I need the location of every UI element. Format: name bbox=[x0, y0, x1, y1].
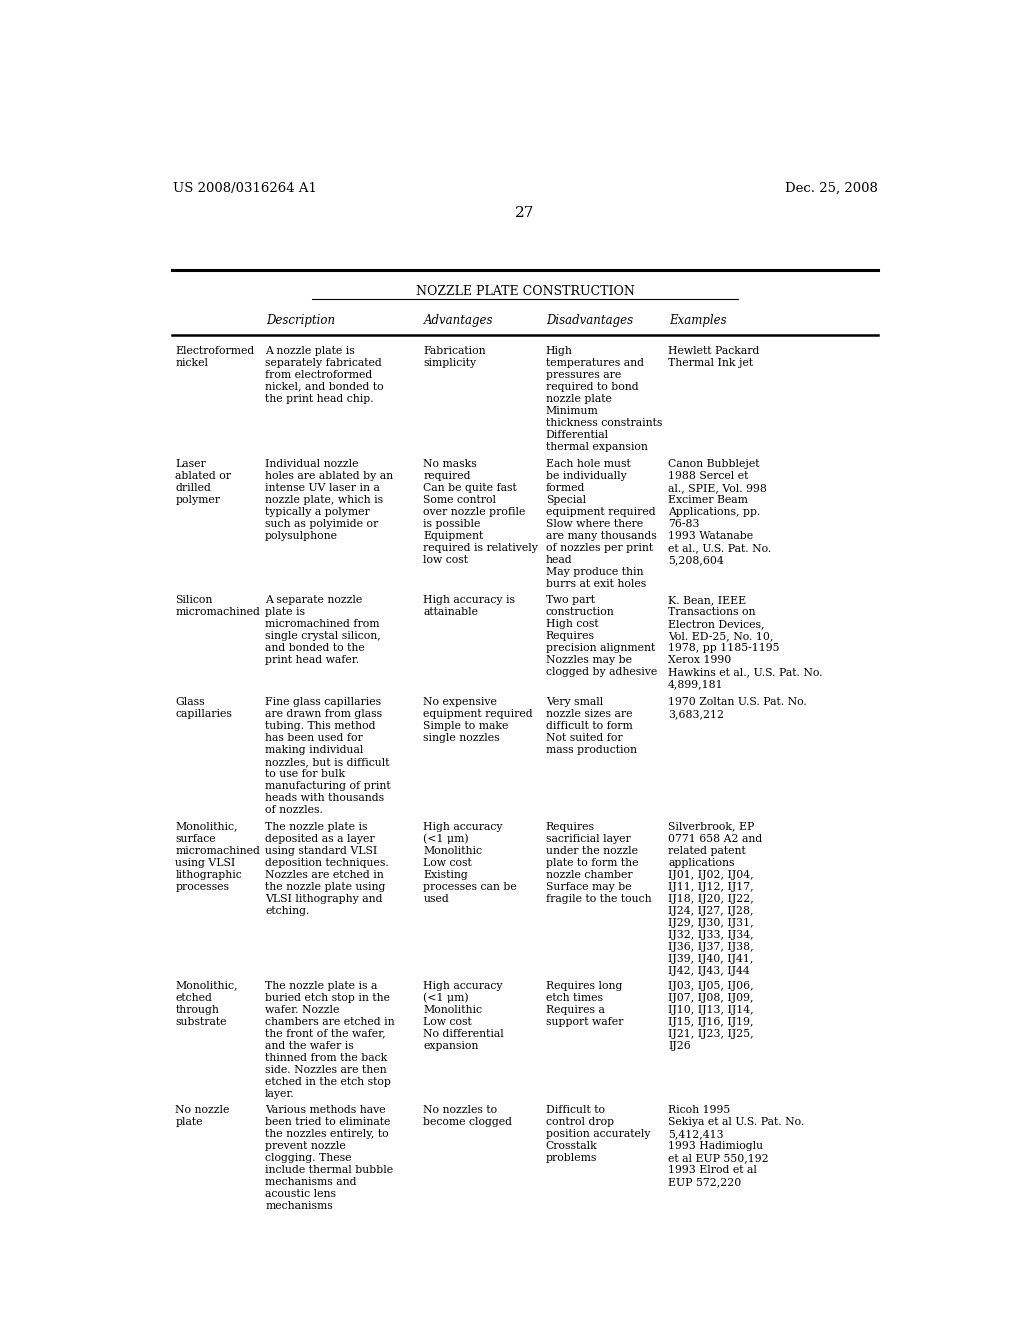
Text: Each hole must
be individually
formed
Special
equipment required
Slow where ther: Each hole must be individually formed Sp… bbox=[546, 459, 656, 589]
Text: A separate nozzle
plate is
micromachined from
single crystal silicon,
and bonded: A separate nozzle plate is micromachined… bbox=[265, 595, 381, 665]
Text: No nozzles to
become clogged: No nozzles to become clogged bbox=[423, 1105, 512, 1127]
Text: Ricoh 1995
Sekiya et al U.S. Pat. No.
5,412,413
1993 Hadimioglu
et al EUP 550,19: Ricoh 1995 Sekiya et al U.S. Pat. No. 5,… bbox=[669, 1105, 805, 1188]
Text: Electroformed
nickel: Electroformed nickel bbox=[175, 346, 255, 367]
Text: 1970 Zoltan U.S. Pat. No.
3,683,212: 1970 Zoltan U.S. Pat. No. 3,683,212 bbox=[669, 697, 807, 719]
Text: Glass
capillaries: Glass capillaries bbox=[175, 697, 232, 719]
Text: No masks
required
Can be quite fast
Some control
over nozzle profile
is possible: No masks required Can be quite fast Some… bbox=[423, 459, 539, 565]
Text: 27: 27 bbox=[515, 206, 535, 220]
Text: Monolithic,
surface
micromachined
using VLSI
lithographic
processes: Monolithic, surface micromachined using … bbox=[175, 821, 260, 892]
Text: Examples: Examples bbox=[669, 314, 727, 327]
Text: Description: Description bbox=[266, 314, 335, 327]
Text: Very small
nozzle sizes are
difficult to form
Not suited for
mass production: Very small nozzle sizes are difficult to… bbox=[546, 697, 637, 755]
Text: Laser
ablated or
drilled
polymer: Laser ablated or drilled polymer bbox=[175, 459, 231, 504]
Text: Silicon
micromachined: Silicon micromachined bbox=[175, 595, 260, 616]
Text: The nozzle plate is a
buried etch stop in the
wafer. Nozzle
chambers are etched : The nozzle plate is a buried etch stop i… bbox=[265, 981, 395, 1098]
Text: IJ03, IJ05, IJ06,
IJ07, IJ08, IJ09,
IJ10, IJ13, IJ14,
IJ15, IJ16, IJ19,
IJ21, IJ: IJ03, IJ05, IJ06, IJ07, IJ08, IJ09, IJ10… bbox=[669, 981, 754, 1051]
Text: Advantages: Advantages bbox=[424, 314, 494, 327]
Text: Silverbrook, EP
0771 658 A2 and
related patent
applications
IJ01, IJ02, IJ04,
IJ: Silverbrook, EP 0771 658 A2 and related … bbox=[669, 821, 763, 975]
Text: Dec. 25, 2008: Dec. 25, 2008 bbox=[785, 182, 879, 194]
Text: Various methods have
been tried to eliminate
the nozzles entirely, to
prevent no: Various methods have been tried to elimi… bbox=[265, 1105, 393, 1212]
Text: A nozzle plate is
separately fabricated
from electroformed
nickel, and bonded to: A nozzle plate is separately fabricated … bbox=[265, 346, 384, 404]
Text: Difficult to
control drop
position accurately
Crosstalk
problems: Difficult to control drop position accur… bbox=[546, 1105, 650, 1163]
Text: High
temperatures and
pressures are
required to bond
nozzle plate
Minimum
thickn: High temperatures and pressures are requ… bbox=[546, 346, 663, 451]
Text: Individual nozzle
holes are ablated by an
intense UV laser in a
nozzle plate, wh: Individual nozzle holes are ablated by a… bbox=[265, 459, 393, 541]
Text: No nozzle
plate: No nozzle plate bbox=[175, 1105, 229, 1127]
Text: Monolithic,
etched
through
substrate: Monolithic, etched through substrate bbox=[175, 981, 238, 1027]
Text: Hewlett Packard
Thermal Ink jet: Hewlett Packard Thermal Ink jet bbox=[669, 346, 760, 367]
Text: No expensive
equipment required
Simple to make
single nozzles: No expensive equipment required Simple t… bbox=[423, 697, 532, 743]
Text: Two part
construction
High cost
Requires
precision alignment
Nozzles may be
clog: Two part construction High cost Requires… bbox=[546, 595, 657, 677]
Text: The nozzle plate is
deposited as a layer
using standard VLSI
deposition techniqu: The nozzle plate is deposited as a layer… bbox=[265, 821, 389, 916]
Text: Fabrication
simplicity: Fabrication simplicity bbox=[423, 346, 486, 367]
Text: Disadvantages: Disadvantages bbox=[547, 314, 634, 327]
Text: Requires long
etch times
Requires a
support wafer: Requires long etch times Requires a supp… bbox=[546, 981, 623, 1027]
Text: NOZZLE PLATE CONSTRUCTION: NOZZLE PLATE CONSTRUCTION bbox=[416, 285, 635, 298]
Text: Fine glass capillaries
are drawn from glass
tubing. This method
has been used fo: Fine glass capillaries are drawn from gl… bbox=[265, 697, 391, 814]
Text: Requires
sacrificial layer
under the nozzle
plate to form the
nozzle chamber
Sur: Requires sacrificial layer under the noz… bbox=[546, 821, 651, 904]
Text: High accuracy is
attainable: High accuracy is attainable bbox=[423, 595, 515, 616]
Text: Canon Bubblejet
1988 Sercel et
al., SPIE, Vol. 998
Excimer Beam
Applications, pp: Canon Bubblejet 1988 Sercel et al., SPIE… bbox=[669, 459, 771, 565]
Text: K. Bean, IEEE
Transactions on
Electron Devices,
Vol. ED-25, No. 10,
1978, pp 118: K. Bean, IEEE Transactions on Electron D… bbox=[669, 595, 822, 689]
Text: High accuracy
(<1 μm)
Monolithic
Low cost
No differential
expansion: High accuracy (<1 μm) Monolithic Low cos… bbox=[423, 981, 504, 1051]
Text: US 2008/0316264 A1: US 2008/0316264 A1 bbox=[173, 182, 316, 194]
Text: High accuracy
(<1 μm)
Monolithic
Low cost
Existing
processes can be
used: High accuracy (<1 μm) Monolithic Low cos… bbox=[423, 821, 517, 904]
